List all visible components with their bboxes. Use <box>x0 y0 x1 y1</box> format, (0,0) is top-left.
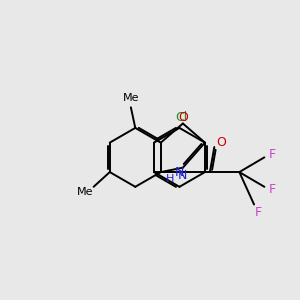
Text: F: F <box>269 148 276 161</box>
Text: H: H <box>166 174 174 184</box>
Text: Me: Me <box>76 187 93 197</box>
Text: Cl: Cl <box>175 111 187 124</box>
Text: F: F <box>269 183 276 196</box>
Text: N: N <box>178 169 187 182</box>
Text: N: N <box>175 166 184 179</box>
Text: F: F <box>255 206 262 219</box>
Text: Me: Me <box>123 94 139 103</box>
Text: O: O <box>217 136 226 149</box>
Text: O: O <box>178 110 188 124</box>
